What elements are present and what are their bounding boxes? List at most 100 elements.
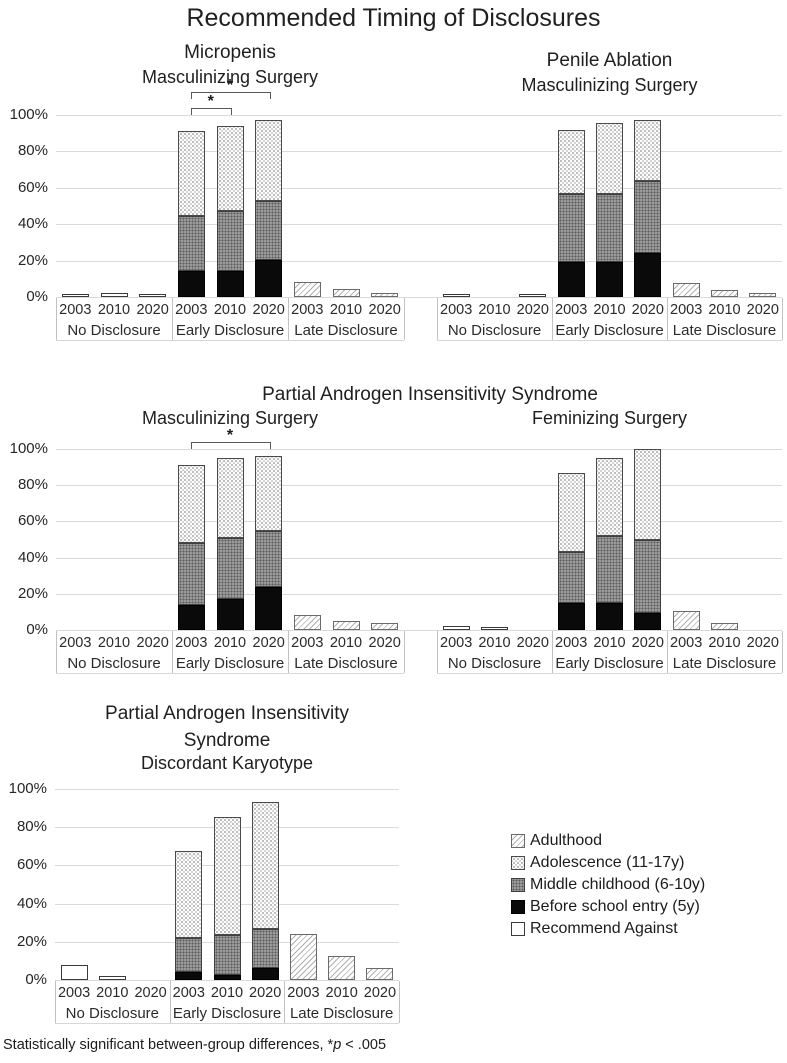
x-axis-year-label: 2020 <box>368 302 401 318</box>
x-axis-year-label: 2010 <box>213 635 247 651</box>
legend: Adulthood Adolescence (11-17y) Middle chil… <box>511 830 705 940</box>
x-axis-year-label: 2003 <box>291 635 324 651</box>
bar-segment-recommend_against <box>481 626 508 630</box>
bar-segment-middle_childhood <box>216 211 244 272</box>
y-axis-tick-label: 80% <box>17 476 48 494</box>
group-separator <box>56 631 57 673</box>
bar-segment-before_school_entry <box>255 259 283 297</box>
x-axis-year-label: 2010 <box>478 635 511 651</box>
stacked-bar <box>213 816 241 980</box>
legend-swatch-adolescence <box>511 856 525 870</box>
x-axis-group-label: No Disclosure <box>65 1005 160 1022</box>
group-separator <box>667 298 668 340</box>
x-axis-year-label: 2003 <box>175 635 208 651</box>
x-axis-year-label: 2020 <box>516 635 549 651</box>
legend-item-recommend_against: Recommend Against <box>511 918 705 940</box>
bar-segment-before_school_entry <box>596 602 623 630</box>
y-axis-tick-label: 20% <box>17 584 48 602</box>
x-axis-year-label: 2010 <box>213 302 247 318</box>
x-axis-group-label: Late Disclosure <box>294 322 398 339</box>
x-axis-year-label: 2003 <box>670 635 703 651</box>
bar-segment-before_school_entry <box>255 586 283 630</box>
bar-segment-adolescence <box>557 472 585 553</box>
bar-segment-recommend_against <box>139 293 167 297</box>
legend-swatch-before_school_entry <box>511 900 525 914</box>
x-axis-year-label: 2010 <box>210 985 244 1001</box>
gridline <box>56 485 782 487</box>
significance-bracket <box>191 108 232 115</box>
x-axis-year-label: 2010 <box>478 302 511 318</box>
stacked-bar <box>672 283 700 297</box>
bar-segment-adulthood <box>371 293 399 297</box>
bar-segment-adolescence <box>634 449 662 540</box>
stacked-bar <box>175 851 203 980</box>
stacked-bar <box>371 622 399 630</box>
chart2-subtitle: Masculinizing Surgery <box>521 75 698 95</box>
legend-label: Recommend Against <box>530 920 678 937</box>
x-axis-year-label: 2003 <box>555 302 588 318</box>
bar-segment-recommend_against <box>519 293 547 297</box>
legend-label: Adolescence (11-17y) <box>530 854 685 871</box>
group-separator <box>782 631 783 673</box>
y-axis-tick-label: 60% <box>17 178 48 196</box>
group-separator <box>404 631 405 673</box>
x-axis-year-label: 2020 <box>516 302 549 318</box>
bar-segment-middle_childhood <box>216 537 244 600</box>
bar-segment-adulthood <box>711 622 738 630</box>
stacked-bar <box>366 967 394 980</box>
bar-segment-adolescence <box>177 131 205 216</box>
chart3-subtitle: Masculinizing Surgery <box>141 408 319 428</box>
footnote: Statistically significant between-group … <box>3 1037 386 1053</box>
group-separator <box>284 981 286 1023</box>
stacked-bar <box>596 458 623 630</box>
y-axis-tick-label: 60% <box>16 856 47 874</box>
stacked-bar <box>711 289 738 297</box>
x-axis-year-label: 2020 <box>136 635 169 651</box>
legend-item-adolescence: Adolescence (11-17y) <box>511 852 705 874</box>
bar-segment-adolescence <box>255 120 283 201</box>
bar-segment-before_school_entry <box>177 604 205 630</box>
gridline <box>56 260 782 262</box>
x-axis-year-label: 2003 <box>555 635 588 651</box>
x-axis-group-label: Early Disclosure <box>175 655 285 672</box>
bar-segment-adulthood <box>371 622 399 630</box>
x-axis-year-label: 2020 <box>363 985 397 1001</box>
axis-bottom-line <box>437 340 782 341</box>
x-axis-year-label: 2010 <box>97 635 131 651</box>
x-axis-group-label: Late Disclosure <box>289 1005 394 1022</box>
axis-bottom-line <box>56 340 404 341</box>
bar-segment-middle_childhood <box>557 194 585 263</box>
bar-segment-recommend_against <box>60 964 88 980</box>
group-separator <box>172 631 173 673</box>
group-separator <box>552 298 553 340</box>
y-axis-tick-label: 60% <box>17 512 48 530</box>
stacked-bar <box>672 611 700 630</box>
bar-segment-middle_childhood <box>175 938 203 973</box>
bar-segment-before_school_entry <box>175 972 203 980</box>
x-axis-year-label: 2003 <box>175 302 208 318</box>
stacked-bar <box>481 626 508 630</box>
stacked-bar <box>177 131 205 297</box>
significance-bracket <box>191 92 271 99</box>
group-separator <box>288 631 289 673</box>
chart5-title: Partial Androgen Insensitivity Syndrome <box>105 703 349 751</box>
x-axis-year-label: 2020 <box>631 635 664 651</box>
stacked-bar <box>711 622 738 630</box>
legend-label: Before school entry (5y) <box>530 898 700 915</box>
footnote-p: p <box>333 1037 342 1053</box>
y-axis-tick-label: 20% <box>17 251 48 269</box>
x-axis-year-label: 2010 <box>329 635 363 651</box>
chart1-title: Micropenis <box>184 42 276 63</box>
legend-label: Adulthood <box>530 832 603 849</box>
bar-segment-middle_childhood <box>213 935 241 976</box>
stacked-bar <box>332 620 360 630</box>
stacked-bar <box>216 458 244 630</box>
stacked-bar <box>519 293 547 297</box>
bar-segment-adolescence <box>634 119 662 182</box>
x-axis-year-label: 2010 <box>708 635 741 651</box>
footnote-threshold: < .005 <box>341 1037 387 1053</box>
bar-segment-adulthood <box>366 967 394 980</box>
gridline <box>56 224 782 226</box>
stacked-bar <box>98 976 126 980</box>
group-separator <box>404 298 405 340</box>
